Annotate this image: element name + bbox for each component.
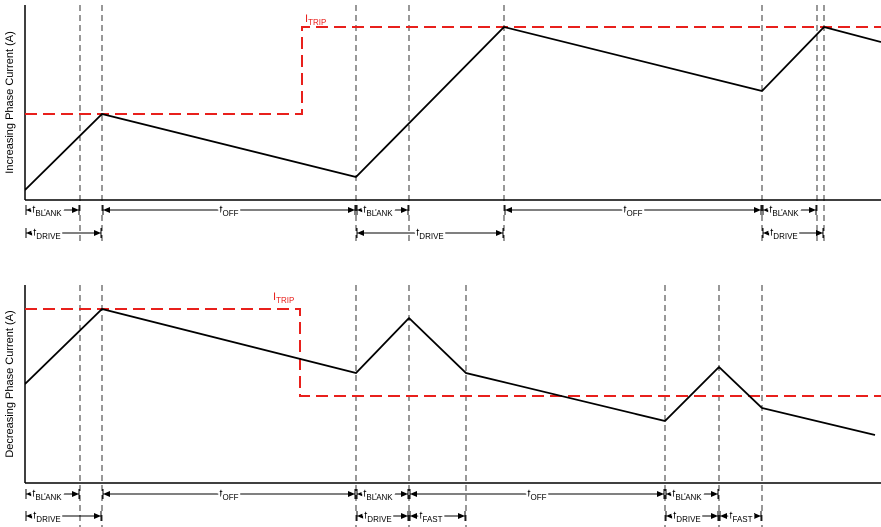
label-sub: DRIVE [419, 232, 443, 241]
label-sub: BLANK [35, 493, 62, 502]
interval-label: tFAST [729, 510, 752, 524]
label-main: t [33, 227, 36, 239]
label-main: t [673, 510, 676, 522]
interval-label: tDRIVE [33, 510, 61, 524]
interval-label: tOFF [219, 204, 238, 218]
label-sub: DRIVE [36, 232, 60, 241]
label-main: t [364, 510, 367, 522]
label-sub: BLANK [366, 493, 393, 502]
interval-label: tDRIVE [416, 227, 444, 241]
interval-label: tBLANK [32, 204, 62, 218]
interval-label: tOFF [219, 488, 238, 502]
interval-label: tOFF [623, 204, 642, 218]
interval-label: tDRIVE [770, 227, 798, 241]
trip-threshold [25, 26, 881, 115]
trip-label: ITRIP [305, 13, 326, 27]
label-main: t [219, 488, 222, 500]
label-main: t [729, 510, 732, 522]
label-main: t [32, 204, 35, 216]
label-sub: DRIVE [367, 515, 391, 524]
trip-threshold [25, 308, 881, 397]
phase-current [24, 308, 876, 436]
label-main: t [623, 204, 626, 216]
label-main: t [363, 488, 366, 500]
label-sub: DRIVE [36, 515, 60, 524]
label-main: t [419, 510, 422, 522]
interval-label: tBLANK [363, 488, 393, 502]
label-main: I [273, 291, 276, 303]
interval-label: tBLANK [363, 204, 393, 218]
interval-label: tDRIVE [33, 227, 61, 241]
label-main: I [305, 13, 308, 25]
label-sub: FAST [423, 515, 443, 524]
label-sub: BLANK [366, 209, 393, 218]
trip-label: ITRIP [273, 291, 294, 305]
label-sub: TRIP [308, 18, 326, 27]
interval-label: tBLANK [769, 204, 799, 218]
label-sub: OFF [223, 209, 239, 218]
label-sub: TRIP [276, 296, 294, 305]
label-sub: BLANK [772, 209, 799, 218]
label-sub: OFF [531, 493, 547, 502]
y-axis-label: Decreasing Phase Current (A) [4, 310, 16, 457]
interval-label: tFAST [419, 510, 442, 524]
label-sub: OFF [627, 209, 643, 218]
label-main: t [32, 488, 35, 500]
interval-label: tDRIVE [364, 510, 392, 524]
label-main: t [363, 204, 366, 216]
label-sub: DRIVE [773, 232, 797, 241]
label-main: t [219, 204, 222, 216]
label-sub: OFF [223, 493, 239, 502]
label-sub: BLANK [35, 209, 62, 218]
interval-label: tDRIVE [673, 510, 701, 524]
label-main: t [416, 227, 419, 239]
label-main: t [769, 204, 772, 216]
label-main: t [527, 488, 530, 500]
interval-label: tOFF [527, 488, 546, 502]
y-axis-label: Increasing Phase Current (A) [4, 31, 16, 173]
phase-current [24, 25, 881, 191]
label-main: t [770, 227, 773, 239]
interval-label: tBLANK [32, 488, 62, 502]
label-sub: DRIVE [676, 515, 700, 524]
interval-label: tBLANK [672, 488, 702, 502]
label-main: t [672, 488, 675, 500]
label-sub: FAST [733, 515, 753, 524]
label-main: t [33, 510, 36, 522]
label-sub: BLANK [675, 493, 702, 502]
